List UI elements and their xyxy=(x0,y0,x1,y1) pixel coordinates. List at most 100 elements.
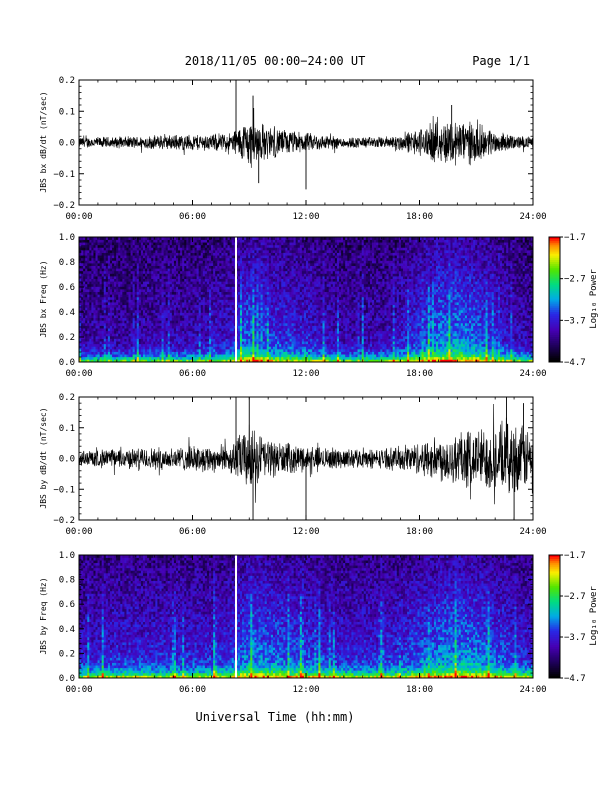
spectrogram-cell xyxy=(193,250,195,253)
spectrogram-cell xyxy=(151,336,153,339)
spectrogram-cell xyxy=(248,260,250,263)
spectrogram-cell xyxy=(120,357,122,360)
spectrogram-cell xyxy=(263,245,265,248)
spectrogram-cell xyxy=(89,333,91,336)
spectrogram-cell xyxy=(244,268,246,271)
spectrogram-cell xyxy=(100,260,102,263)
spectrogram-cell xyxy=(246,286,248,289)
spectrogram-cell xyxy=(81,253,83,256)
spectrogram-cell xyxy=(240,289,242,292)
spectrogram-cell xyxy=(273,328,275,331)
spectrogram-cell xyxy=(223,331,225,334)
spectrogram-cell xyxy=(271,305,273,308)
spectrogram-cell xyxy=(96,341,98,344)
spectrogram-cell xyxy=(131,326,133,329)
spectrogram-cell xyxy=(273,268,275,271)
spectrogram-cell xyxy=(141,268,143,271)
spectrogram-cell xyxy=(96,344,98,347)
spectrogram-cell xyxy=(112,294,114,297)
spectrogram-cell xyxy=(87,313,89,316)
spectrogram-cell xyxy=(201,263,203,266)
spectrogram-cell xyxy=(118,247,120,250)
spectrogram-cell xyxy=(102,294,104,297)
spectrogram-cell xyxy=(149,266,151,269)
spectrogram-cell xyxy=(137,284,139,287)
spectrogram-cell xyxy=(207,297,209,300)
spectrogram-cell xyxy=(114,346,116,349)
spectrogram-cell xyxy=(230,307,232,310)
spectrogram-cell xyxy=(89,247,91,250)
spectrogram-cell xyxy=(100,315,102,318)
spectrogram-cell xyxy=(201,323,203,326)
spectrogram-cell xyxy=(238,300,240,303)
spectrogram-cell xyxy=(281,344,283,347)
spectrogram-cell xyxy=(217,273,219,276)
spectrogram-cell xyxy=(259,346,261,349)
spectrogram-cell xyxy=(182,289,184,292)
panel-bx-spectrogram: JBS bx Freq (Hz) Log₁₀ Power −1.7−2.7−3.… xyxy=(39,233,599,379)
spectrogram-cell xyxy=(102,346,104,349)
spectrogram-cell xyxy=(168,344,170,347)
spectrogram-cell xyxy=(116,344,118,347)
spectrogram-cell xyxy=(277,315,279,318)
spectrogram-cell xyxy=(104,310,106,313)
spectrogram-cell xyxy=(166,245,168,248)
spectrogram-cell xyxy=(223,242,225,245)
spectrogram-cell xyxy=(283,297,285,300)
spectrogram-cell xyxy=(131,294,133,297)
spectrogram-cell xyxy=(203,263,205,266)
spectrogram-cell xyxy=(213,300,215,303)
spectrogram-cell xyxy=(244,240,246,243)
spectrogram-cell xyxy=(279,315,281,318)
spectrogram-cell xyxy=(242,266,244,269)
spectrogram-cell xyxy=(106,286,108,289)
spectrogram-cell xyxy=(215,305,217,308)
spectrogram-cell xyxy=(261,331,263,334)
spectrogram-cell xyxy=(205,307,207,310)
spectrogram-cell xyxy=(265,297,267,300)
spectrogram-cell xyxy=(120,279,122,282)
spectrogram-cell xyxy=(203,292,205,295)
spectrogram-cell xyxy=(106,247,108,250)
spectrogram-cell xyxy=(166,323,168,326)
spectrogram-cell xyxy=(137,354,139,357)
spectrogram-cell xyxy=(110,273,112,276)
spectrogram-cell xyxy=(232,346,234,349)
spectrogram-cell xyxy=(143,242,145,245)
spectrogram-cell xyxy=(129,276,131,279)
spectrogram-cell xyxy=(143,260,145,263)
spectrogram-cell xyxy=(85,286,87,289)
spectrogram-cell xyxy=(168,250,170,253)
spectrogram-cell xyxy=(81,258,83,261)
spectrogram-cell xyxy=(256,352,258,355)
spectrogram-cell xyxy=(162,263,164,266)
spectrogram-cell xyxy=(240,305,242,308)
spectrogram-cell xyxy=(124,250,126,253)
spectrogram-cell xyxy=(279,352,281,355)
spectrogram-cell xyxy=(149,258,151,261)
spectrogram-cell xyxy=(155,357,157,360)
spectrogram-cell xyxy=(259,273,261,276)
spectrogram-cell xyxy=(269,307,271,310)
spectrogram-cell xyxy=(271,333,273,336)
spectrogram-cell xyxy=(221,300,223,303)
spectrogram-cell xyxy=(176,331,178,334)
spectrogram-cell xyxy=(275,284,277,287)
spectrogram-cell xyxy=(211,294,213,297)
spectrogram-cell xyxy=(104,318,106,321)
spectrogram-cell xyxy=(219,263,221,266)
spectrogram-cell xyxy=(93,260,95,263)
spectrogram-cell xyxy=(159,336,161,339)
spectrogram-cell xyxy=(137,331,139,334)
spectrogram-cell xyxy=(180,268,182,271)
spectrogram-cell xyxy=(265,284,267,287)
spectrogram-cell xyxy=(215,323,217,326)
spectrogram-cell xyxy=(172,349,174,352)
spectrogram-cell xyxy=(271,357,273,360)
spectrogram-cell xyxy=(184,294,186,297)
spectrogram-cell xyxy=(213,292,215,295)
spectrogram-cell xyxy=(285,260,287,263)
spectrogram-cell xyxy=(193,331,195,334)
spectrogram-cell xyxy=(141,279,143,282)
spectrogram-cell xyxy=(135,279,137,282)
